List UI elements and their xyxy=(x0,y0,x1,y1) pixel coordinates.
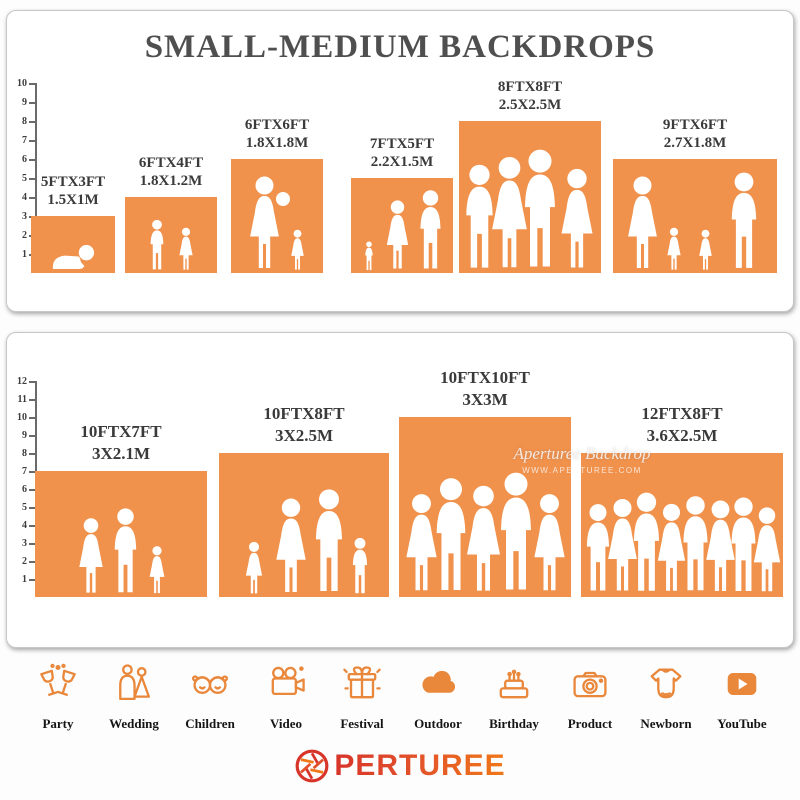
size-m: 3.6X2.5M xyxy=(646,425,718,445)
backdrop-9x6ft: 9FTX6FT 2.7X1.8M xyxy=(613,117,777,273)
category-wedding: Wedding xyxy=(100,662,168,732)
newborn-onesie-icon xyxy=(650,668,682,699)
size-m: 1.5X1M xyxy=(47,192,99,209)
category-label: Video xyxy=(269,716,303,731)
backdrop-size-label: 10FTX8FT 3X2.5M xyxy=(263,403,344,447)
category-label: Party xyxy=(42,716,74,731)
category-newborn: Newborn xyxy=(632,662,700,732)
category-label: Newborn xyxy=(640,716,692,731)
backdrop-size-label: 12FTX8FT 3.6X2.5M xyxy=(641,403,722,447)
size-ft: 10FTX10FT xyxy=(440,367,530,387)
category-party: Party xyxy=(24,662,92,732)
category-video: Video xyxy=(252,662,320,732)
category-festival: Festival xyxy=(328,662,396,732)
festival-gift-icon xyxy=(343,666,381,699)
children-faces-icon xyxy=(192,675,228,694)
size-ft: 10FTX8FT xyxy=(263,403,345,423)
size-m: 2.7X1.8M xyxy=(663,135,727,152)
backdrop-6x4ft: 6FTX4FT 1.8X1.2M xyxy=(125,155,217,273)
backdrop-size-label: 7FTX5FT 2.2X1.5M xyxy=(370,135,434,173)
backdrop-size-label: 5FTX3FT 1.5X1M xyxy=(41,173,105,211)
page-title: SMALL-MEDIUM BACKDROPS xyxy=(144,29,656,65)
party-drinks-icon xyxy=(40,663,76,696)
silhouette-group-mother-children xyxy=(250,176,304,270)
category-label: Product xyxy=(567,716,613,731)
youtube-play-icon xyxy=(727,673,757,695)
aperture-icon xyxy=(295,749,329,783)
size-m: 2.2X1.5M xyxy=(370,154,434,171)
size-ft: 7FTX5FT xyxy=(369,135,435,152)
silhouette-group-family xyxy=(365,190,441,271)
silhouette-group-adults xyxy=(406,472,565,591)
size-m: 3X2.5M xyxy=(274,425,334,445)
size-m: 3X2.1M xyxy=(91,443,151,463)
backdrop-size-label: 10FTX7FT 3X2.1M xyxy=(80,421,161,465)
size-ft: 10FTX7FT xyxy=(80,421,162,441)
backdrop-12x8ft: 12FTX8FT 3.6X2.5M xyxy=(581,404,783,597)
category-label: Wedding xyxy=(109,716,159,731)
category-label: Birthday xyxy=(489,716,539,731)
category-label: Children xyxy=(185,716,235,731)
outdoor-cloud-icon xyxy=(422,670,456,693)
size-ft: 6FTX6FT xyxy=(244,116,310,133)
backdrop-10x10ft: 10FTX10FT 3X3M xyxy=(399,368,571,597)
panel-small-medium-2: 1 2 3 4 5 6 7 8 9 10 11 12 10FTX7FT 3X2.1M 10FTX8FT… xyxy=(6,332,794,648)
brand-text: PERTUREE xyxy=(334,749,506,782)
silhouette-group-family xyxy=(628,172,757,270)
size-m: 1.8X1.2M xyxy=(139,173,203,190)
backdrop-size-label: 8FTX8FT 2.5X2.5M xyxy=(498,78,562,116)
backdrop-size-label: 9FTX6FT 2.7X1.8M xyxy=(663,116,727,154)
category-children: Children xyxy=(176,662,244,732)
category-label: Outdoor xyxy=(414,716,462,731)
silhouette-group-crowd xyxy=(586,492,781,592)
backdrop-7x5ft: 7FTX5FT 2.2X1.5M xyxy=(351,136,453,273)
brand-logo: PERTUREE xyxy=(0,748,800,784)
panel-small-medium-1: SMALL-MEDIUM BACKDROPS 1 2 3 4 5 6 7 8 9 10 5FTX3… xyxy=(6,10,794,312)
silhouette-group-adults xyxy=(466,149,593,268)
backdrop-6x6ft: 6FTX6FT 1.8X1.8M xyxy=(231,117,323,273)
backdrop-5x3ft: 5FTX3FT 1.5X1M xyxy=(31,174,115,273)
birthday-cake-icon xyxy=(499,669,529,699)
category-product: Product xyxy=(556,662,624,732)
backdrop-8x8ft: 8FTX8FT 2.5X2.5M xyxy=(459,79,601,273)
size-m: 3X3M xyxy=(462,389,508,409)
silhouette-group-family xyxy=(245,489,368,594)
ft-scale-axis-bottom: 1 2 3 4 5 6 7 8 9 10 11 12 xyxy=(13,376,37,597)
backdrop-10x7ft: 10FTX7FT 3X2.1M xyxy=(35,422,207,597)
backdrop-size-label: 10FTX10FT 3X3M xyxy=(440,367,530,411)
product-camera-icon xyxy=(573,671,607,698)
backdrop-size-label: 6FTX4FT 1.8X1.2M xyxy=(139,154,203,192)
size-ft: 8FTX8FT xyxy=(497,78,563,95)
category-youtube: YouTube xyxy=(708,662,776,732)
size-ft: 6FTX4FT xyxy=(138,154,204,171)
backdrop-10x8ft: 10FTX8FT 3X2.5M xyxy=(219,404,389,597)
size-ft: 5FTX3FT xyxy=(40,173,106,190)
backdrop-size-label: 6FTX6FT 1.8X1.8M xyxy=(245,116,309,154)
size-m: 1.8X1.8M xyxy=(245,135,309,152)
ft-scale-axis-top: 1 2 3 4 5 6 7 8 9 10 xyxy=(13,78,37,273)
video-camera-icon xyxy=(271,666,305,696)
size-ft: 12FTX8FT xyxy=(641,403,723,423)
size-m: 2.5X2.5M xyxy=(498,97,562,114)
category-outdoor: Outdoor xyxy=(404,662,472,732)
silhouette-group-children xyxy=(150,219,193,270)
size-ft: 9FTX6FT xyxy=(662,116,728,133)
category-label: YouTube xyxy=(717,716,767,731)
silhouette-group-family xyxy=(79,508,165,594)
wedding-couple-icon xyxy=(119,664,151,701)
category-row: Party Wedding Children Vi xyxy=(0,662,800,732)
category-birthday: Birthday xyxy=(480,662,548,732)
category-label: Festival xyxy=(340,716,384,731)
silhouette-group-baby xyxy=(52,245,95,269)
